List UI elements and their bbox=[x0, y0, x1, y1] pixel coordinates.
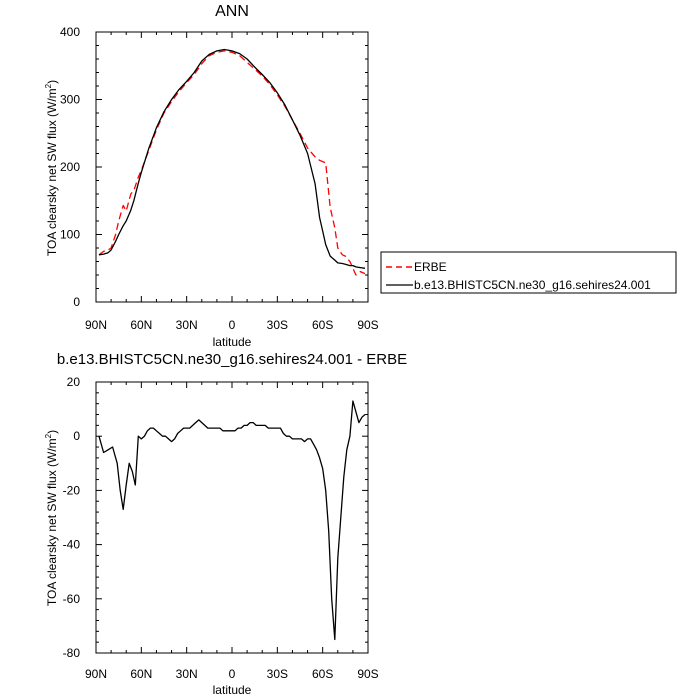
bottom-xtick-label: 90N bbox=[85, 667, 107, 681]
top-axis-ticks: 90N 60N 30N 0 30S 60S 90S 0 100 200 300 400 bbox=[60, 25, 379, 332]
legend: ERBE b.e13.BHISTC5CN.ne30_g16.sehires24.… bbox=[380, 251, 677, 294]
legend-erbe-label: ERBE bbox=[414, 260, 447, 274]
top-x-axis-label: latitude bbox=[213, 335, 252, 349]
legend-box bbox=[380, 251, 677, 294]
bottom-xtick-label: 0 bbox=[229, 667, 236, 681]
bottom-y-axis-label-end: ) bbox=[45, 430, 59, 434]
bottom-xtick-label: 60N bbox=[130, 667, 152, 681]
top-panel: ANN TOA clearsky net SW flux (W/m2) lati… bbox=[44, 3, 379, 349]
top-ytick-label: 400 bbox=[60, 25, 80, 39]
top-y-axis-label-sup: 2 bbox=[44, 83, 53, 88]
top-chart-title: ANN bbox=[215, 3, 249, 20]
top-y-axis-label-main: TOA clearsky net SW flux (W/m bbox=[45, 88, 59, 256]
bottom-y-axis-label-sup: 2 bbox=[44, 433, 53, 438]
bottom-ytick-label: -40 bbox=[63, 538, 81, 552]
top-series-line-1 bbox=[98, 48, 366, 269]
bottom-ytick-label: 20 bbox=[67, 375, 81, 389]
top-ytick-label: 300 bbox=[60, 93, 80, 107]
top-series-lines bbox=[98, 48, 366, 276]
bottom-ytick-label: -60 bbox=[63, 592, 81, 606]
bottom-xtick-label: 90S bbox=[357, 667, 378, 681]
legend-model-label: b.e13.BHISTC5CN.ne30_g16.sehires24.001 bbox=[414, 278, 651, 292]
top-xtick-label: 30N bbox=[176, 318, 198, 332]
bottom-series-line-0 bbox=[98, 400, 366, 641]
bottom-series-lines bbox=[98, 400, 366, 641]
top-y-axis-label: TOA clearsky net SW flux (W/m2) bbox=[44, 80, 59, 256]
bottom-xtick-label: 30S bbox=[267, 667, 288, 681]
bottom-y-axis-label: TOA clearsky net SW flux (W/m2) bbox=[44, 430, 59, 606]
top-series-line-0 bbox=[98, 50, 366, 276]
top-xtick-label: 30S bbox=[267, 318, 288, 332]
top-ytick-label: 200 bbox=[60, 160, 80, 174]
top-xtick-label: 90S bbox=[357, 318, 378, 332]
top-xtick-label: 90N bbox=[85, 318, 107, 332]
bottom-axis-ticks: 90N 60N 30N 0 30S 60S 90S -80 -60 -40 -20 0 20 bbox=[63, 375, 379, 681]
top-ytick-label: 100 bbox=[60, 228, 80, 242]
bottom-y-axis-label-main: TOA clearsky net SW flux (W/m bbox=[45, 438, 59, 606]
top-xtick-label: 60S bbox=[312, 318, 333, 332]
top-y-axis-label-end: ) bbox=[45, 80, 59, 84]
bottom-panel: b.e13.BHISTC5CN.ne30_g16.sehires24.001 -… bbox=[44, 351, 407, 697]
bottom-ytick-label: -80 bbox=[63, 646, 81, 660]
top-ytick-label: 0 bbox=[73, 295, 80, 309]
bottom-chart-title: b.e13.BHISTC5CN.ne30_g16.sehires24.001 -… bbox=[57, 351, 407, 368]
top-plot-frame bbox=[95, 31, 369, 303]
bottom-xtick-label: 60S bbox=[312, 667, 333, 681]
bottom-xtick-label: 30N bbox=[176, 667, 198, 681]
top-xtick-label: 0 bbox=[229, 318, 236, 332]
bottom-ytick-label: 0 bbox=[73, 429, 80, 443]
bottom-ytick-label: -20 bbox=[63, 483, 81, 497]
top-xtick-label: 60N bbox=[130, 318, 152, 332]
bottom-x-axis-label: latitude bbox=[213, 683, 252, 697]
